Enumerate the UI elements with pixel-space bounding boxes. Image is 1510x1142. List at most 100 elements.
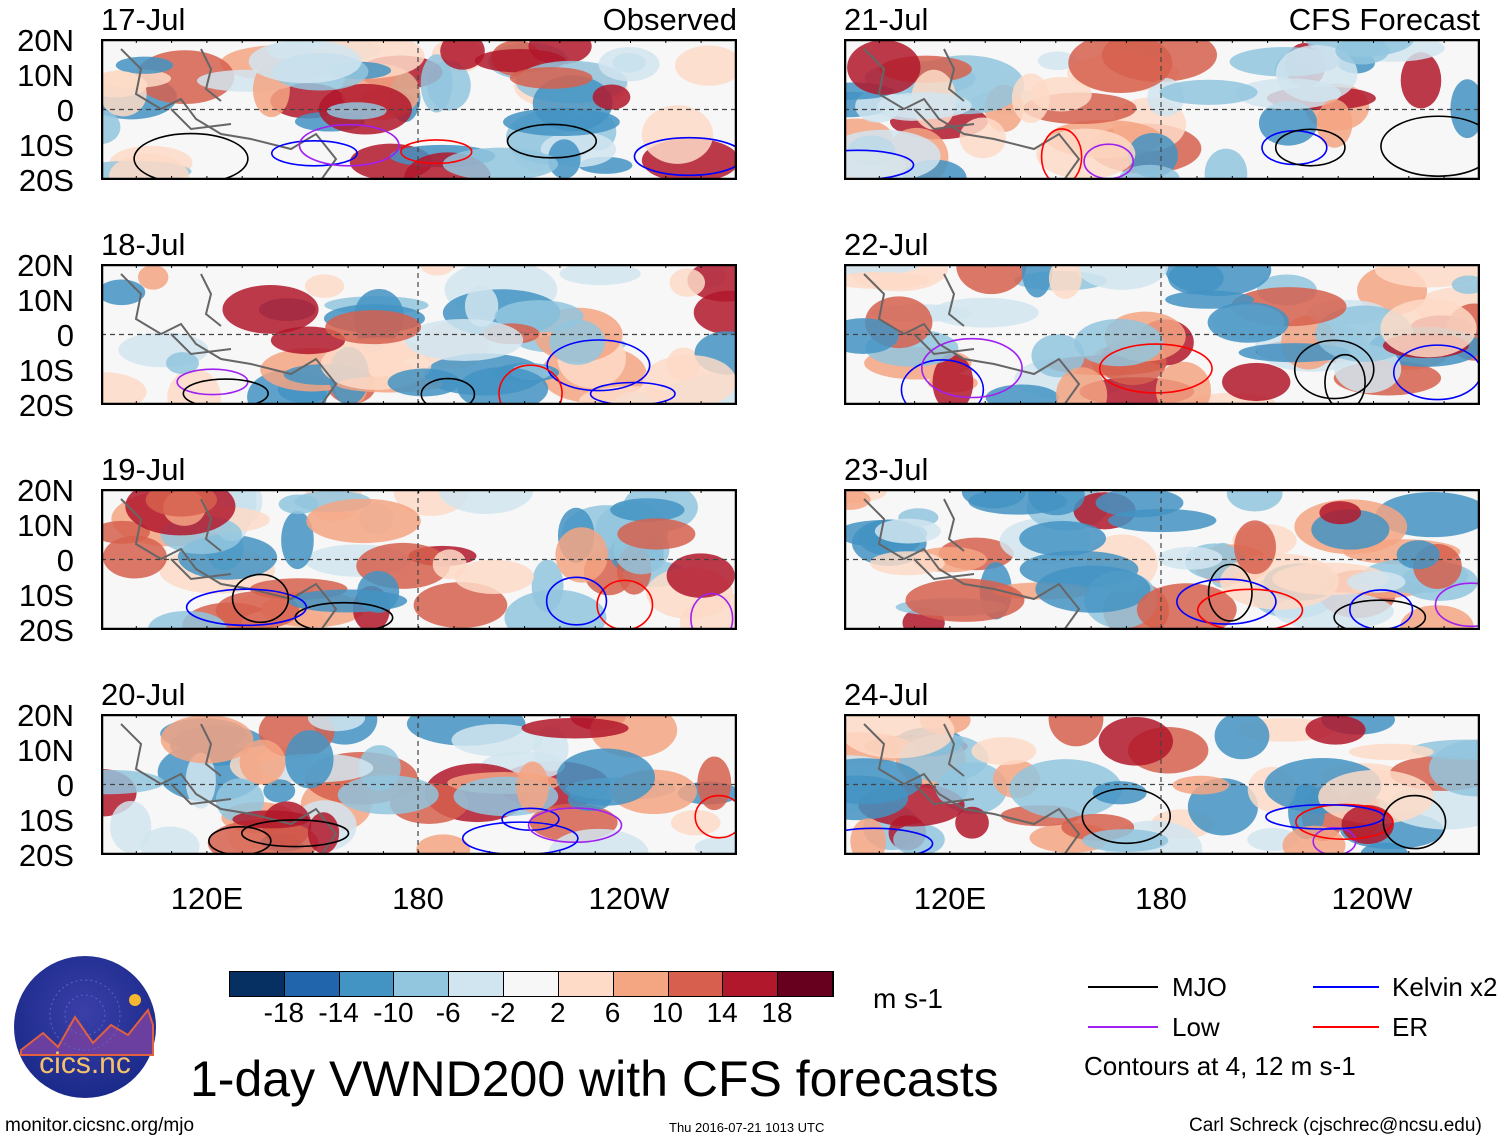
contour-kelvin <box>1392 344 1480 401</box>
lat-tick-label: 10N <box>17 508 74 543</box>
anomaly-region <box>1222 362 1291 402</box>
anomaly-region <box>844 129 941 180</box>
colorbar-label: -6 <box>435 997 461 1028</box>
figure-title: 1-day VWND200 with CFS forecasts <box>190 1051 999 1107</box>
anomaly-region <box>215 591 300 630</box>
anomaly-region <box>592 84 631 110</box>
anomaly-region <box>451 724 544 757</box>
lat-tick-label: 10S <box>18 128 74 163</box>
colorbar-swatch <box>394 972 450 996</box>
lat-tick-label: 0 <box>56 543 74 578</box>
anomaly-region <box>307 714 366 732</box>
anomaly-region <box>457 367 549 405</box>
anomaly-region <box>1400 52 1442 109</box>
contour-low <box>1434 582 1480 628</box>
map-panel <box>101 714 737 855</box>
legend-label: ER <box>1392 1012 1429 1042</box>
anomaly-region <box>1165 264 1272 297</box>
anomaly-region <box>929 297 1039 328</box>
lat-tick-label: 10S <box>18 578 74 613</box>
colorbar-label: 6 <box>604 997 621 1028</box>
map-panel <box>844 39 1480 180</box>
lon-tick-label: 180 <box>1135 881 1187 916</box>
contour-low <box>527 807 623 843</box>
anomaly-region <box>1319 501 1362 525</box>
contour-mjo <box>1380 115 1480 177</box>
anomaly-region <box>1035 565 1151 613</box>
anomaly-region <box>110 800 152 853</box>
anomaly-region <box>509 67 593 89</box>
contour-mjo <box>506 123 598 159</box>
anomaly-region <box>1204 148 1248 180</box>
lon-tick-label: 120E <box>170 881 244 916</box>
contour-kelvin <box>546 339 651 392</box>
anomaly-region <box>844 318 899 354</box>
anomaly-region <box>610 498 685 522</box>
anomaly-region <box>440 39 485 70</box>
lat-tick-label: 10S <box>18 803 74 838</box>
lat-tick-label: 0 <box>56 768 74 803</box>
anomaly-region <box>521 717 629 739</box>
contour-kelvin <box>545 576 608 626</box>
lat-tick-label: 0 <box>56 93 74 128</box>
anomaly-region <box>617 518 696 550</box>
anomaly-region <box>1305 715 1366 745</box>
anomaly-region <box>416 834 471 855</box>
anomaly-region <box>109 153 189 180</box>
anomaly-region <box>985 384 1059 405</box>
anomaly-region <box>693 290 737 335</box>
cics-logo: cics.nc <box>13 955 157 1099</box>
anomaly-region <box>1159 79 1258 105</box>
panel-frame <box>844 264 1480 405</box>
anomaly-region <box>454 559 534 595</box>
anomaly-region <box>1226 489 1283 512</box>
contour-kelvin <box>185 588 308 627</box>
anomaly-region <box>1214 714 1270 760</box>
colorbar-label: 14 <box>706 997 738 1028</box>
contour-kelvin <box>1176 578 1277 625</box>
contour-mjo <box>133 132 249 180</box>
anomaly-region <box>270 326 346 355</box>
anomaly-region <box>642 354 737 405</box>
anomaly-region <box>1451 275 1480 295</box>
lon-tick-label: 120W <box>588 881 670 916</box>
anomaly-region <box>1235 78 1341 110</box>
lat-tick-label: 20N <box>17 23 74 58</box>
contour-mjo <box>1293 339 1375 400</box>
anomaly-region <box>263 779 296 803</box>
anomaly-region <box>697 756 732 811</box>
panel-date: 17-Jul <box>101 2 186 37</box>
lat-tick-label: 20S <box>18 838 74 873</box>
colorbar-label: -10 <box>373 997 414 1028</box>
anomaly-region <box>413 582 508 629</box>
panel-frame <box>844 489 1480 630</box>
contour-kelvin <box>589 381 676 405</box>
anomaly-region <box>1074 318 1164 367</box>
anomaly-region <box>556 748 655 806</box>
anomaly-region <box>641 105 714 164</box>
panel-date: 23-Jul <box>844 452 929 487</box>
anomaly-region <box>1092 781 1147 805</box>
contour-kelvin <box>1265 803 1385 830</box>
anomaly-region <box>844 775 909 821</box>
contour-mjo <box>182 378 269 405</box>
colorbar-swatch <box>723 972 779 996</box>
lat-tick-label: 10S <box>18 353 74 388</box>
contour-mjo <box>1324 353 1366 405</box>
legend-label: MJO <box>1172 972 1227 1002</box>
contour-mjo <box>231 573 290 624</box>
contour-er <box>1098 343 1213 394</box>
coastline <box>913 723 975 806</box>
anomaly-region <box>101 110 121 144</box>
anomaly-region <box>115 56 174 74</box>
legend-line-kelvin <box>1313 986 1379 988</box>
coastline <box>170 498 232 581</box>
anomaly-region <box>1136 583 1237 630</box>
map-panel <box>844 489 1480 630</box>
contour-low <box>1312 826 1357 855</box>
colorbar <box>229 971 834 997</box>
anomaly-region <box>102 535 167 579</box>
contour-kelvin <box>270 140 358 167</box>
anomaly-region <box>877 92 972 119</box>
